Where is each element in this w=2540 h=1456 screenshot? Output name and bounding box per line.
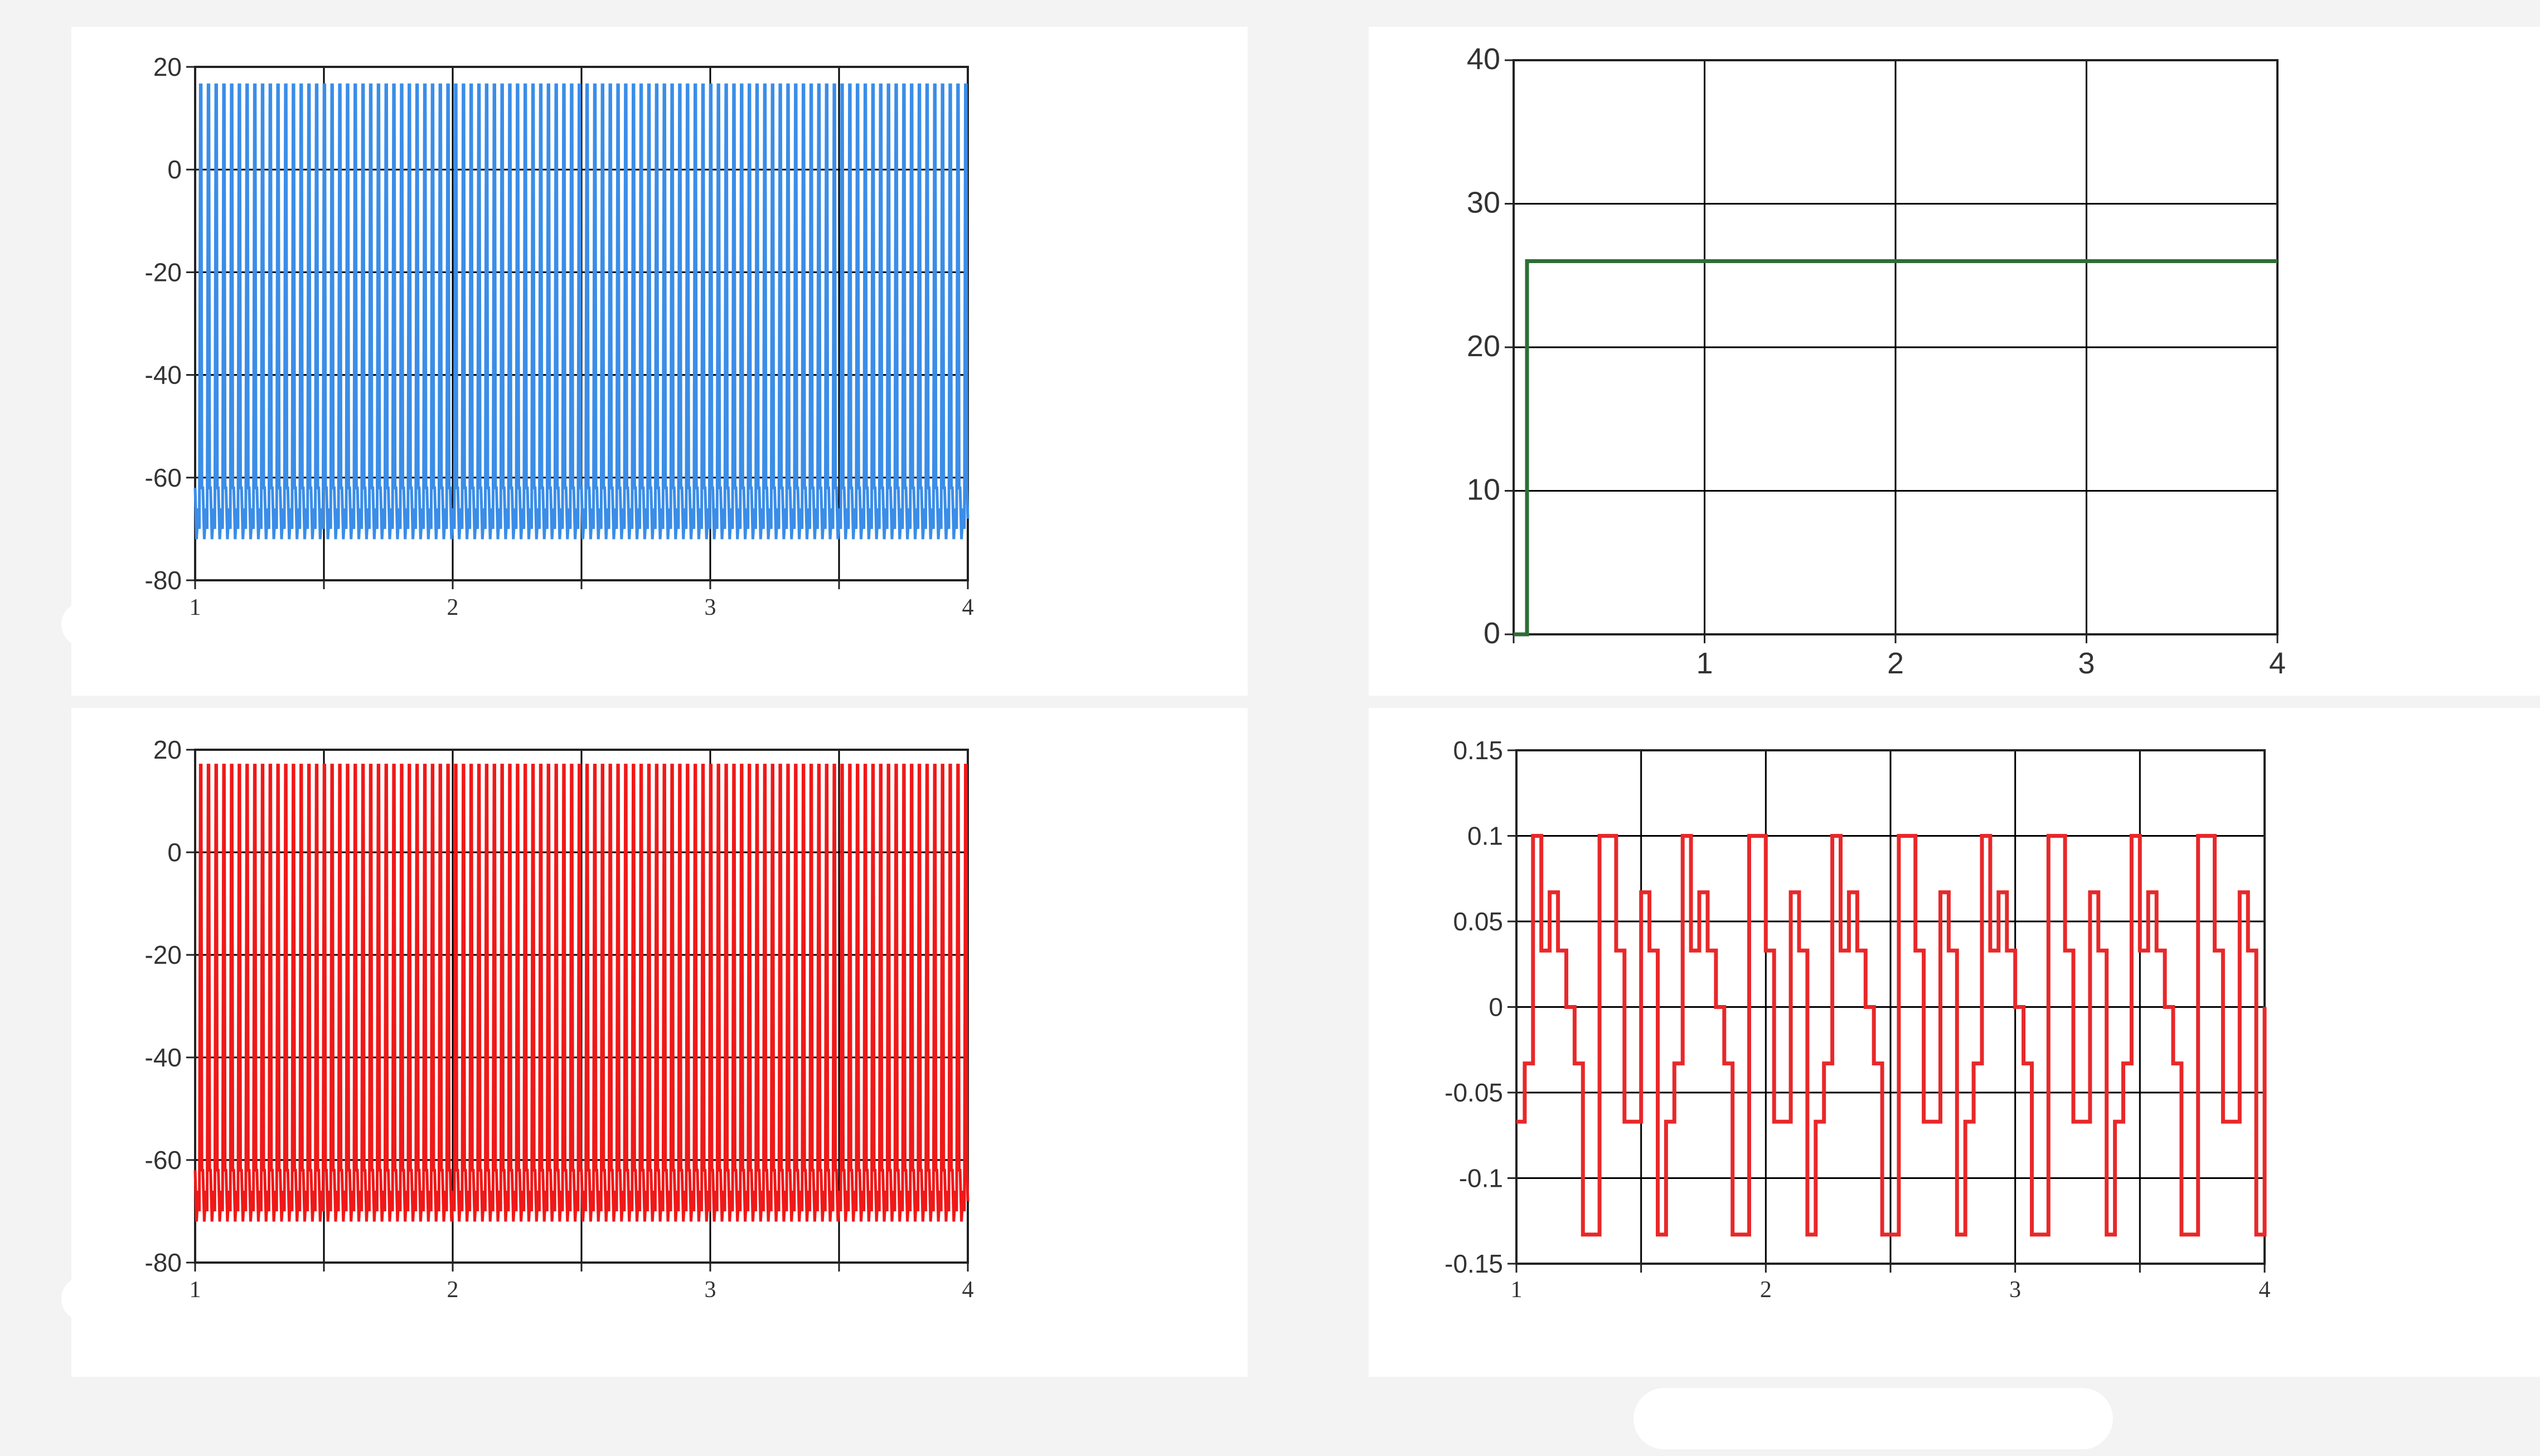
series-line: [193, 764, 970, 1222]
x-tick-label: 2: [447, 1277, 459, 1303]
chart-panel-top-left: 20 0 -20 -40 -60 -80 1 2 3 4: [71, 27, 1248, 696]
x-tick-label: 1: [1511, 1277, 1523, 1303]
x-tick-label: 4: [2269, 647, 2286, 680]
y-tick-label: -60: [145, 1146, 182, 1174]
decorative-smudge: [61, 1277, 128, 1321]
x-tick-label: 2: [447, 595, 459, 620]
y-tick-label: 10: [1467, 473, 1500, 507]
y-tick-label: -60: [145, 463, 182, 492]
x-tick-label: 3: [705, 1277, 716, 1303]
grid: 40 30 20 10 0: [1467, 42, 2279, 650]
x-tick-label: 1: [1696, 647, 1713, 680]
grid: 0.15 0.1 0.05 0 -0.05 -0.1 -0.15: [1444, 736, 2266, 1278]
x-tick-label: 3: [2009, 1277, 2021, 1303]
y-tick-label: -40: [145, 1043, 182, 1072]
y-tick-label: -80: [145, 1248, 182, 1277]
series-line: [1514, 259, 2277, 637]
chart-bottom-left: 20 0 -20 -40 -60 -80 1 2 3 4: [145, 735, 974, 1303]
chart-top-left: 20 0 -20 -40 -60 -80 1 2 3 4: [145, 52, 974, 620]
decorative-smudge: [61, 602, 128, 647]
y-tick-label: 40: [1467, 42, 1500, 76]
series-line: [1516, 834, 2267, 1237]
y-tick-label: 0: [1484, 617, 1500, 650]
y-tick-label: 0.05: [1453, 907, 1503, 936]
chart-bottom-right: 0.15 0.1 0.05 0 -0.05 -0.1 -0.15 1 2 3 4: [1444, 736, 2271, 1303]
y-tick-label: 0.15: [1453, 736, 1503, 765]
y-tick-label: 0.1: [1467, 822, 1503, 851]
y-tick-label: -0.05: [1444, 1078, 1503, 1107]
y-tick-label: 20: [1467, 329, 1500, 363]
y-tick-label: -40: [145, 361, 182, 390]
series-line: [193, 83, 970, 540]
y-tick-label: -80: [145, 566, 182, 595]
chart-panel-bottom-left: 20 0 -20 -40 -60 -80 1 2 3 4: [71, 708, 1248, 1377]
decorative-smudge: [1633, 1388, 2113, 1449]
x-tick-label: 2: [1887, 647, 1904, 680]
y-tick-label: 20: [153, 735, 182, 764]
x-tick-label: 3: [2078, 647, 2095, 680]
x-tick-label: 4: [962, 1277, 974, 1303]
y-tick-label: 0: [167, 155, 182, 184]
y-tick-label: -20: [145, 940, 182, 969]
y-tick-label: 0: [167, 838, 182, 867]
y-tick-label: -20: [145, 258, 182, 287]
x-tick-label: 3: [705, 595, 716, 620]
x-tick-label: 2: [1760, 1277, 1772, 1303]
plot-frame: [1513, 59, 2279, 635]
x-tick-label: 1: [190, 595, 201, 620]
x-tick-label: 4: [2259, 1277, 2271, 1303]
x-tick-label: 1: [190, 1277, 201, 1303]
y-tick-label: 0: [1489, 993, 1503, 1022]
y-tick-label: -0.1: [1459, 1164, 1503, 1193]
y-tick-label: 20: [153, 52, 182, 81]
chart-panel-bottom-right: 0.15 0.1 0.05 0 -0.05 -0.1 -0.15 1 2 3 4: [1369, 708, 2540, 1377]
y-tick-label: -0.15: [1444, 1249, 1503, 1278]
y-tick-label: 30: [1467, 186, 1500, 220]
chart-panel-top-right: 40 30 20 10 0 1 2 3 4: [1369, 27, 2540, 696]
x-tick-label: 4: [962, 595, 974, 620]
chart-top-right: 40 30 20 10 0 1 2 3 4: [1467, 42, 2286, 680]
